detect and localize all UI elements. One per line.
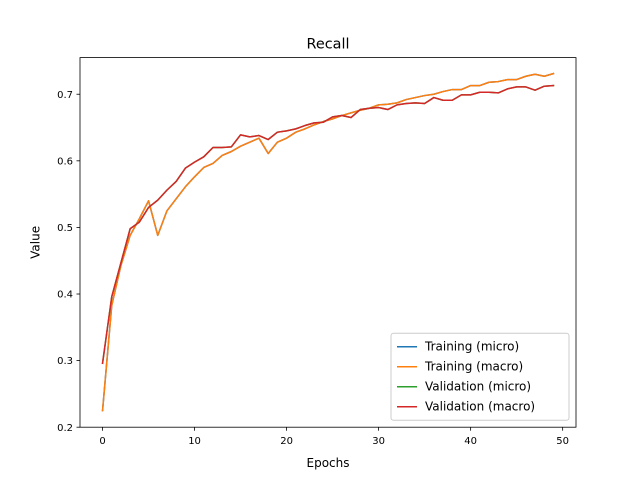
legend-label: Training (macro) xyxy=(424,360,523,374)
legend-box xyxy=(390,332,570,421)
y-tick-label: 0.5 xyxy=(57,223,73,234)
legend-label: Validation (micro) xyxy=(425,380,531,394)
y-axis-label: Value xyxy=(29,226,43,259)
x-tick-label: 30 xyxy=(372,436,385,447)
plot-lines xyxy=(101,72,555,412)
legend: Training (micro) Training (macro) Validati… xyxy=(390,332,570,421)
y-tick-label: 0.7 xyxy=(57,90,73,101)
x-tick-label: 10 xyxy=(188,436,201,447)
legend-label: Training (micro) xyxy=(424,340,519,354)
legend-label: Validation (macro) xyxy=(425,400,535,414)
x-axis: 0 10 20 30 40 50 xyxy=(99,427,569,447)
y-tick-label: 0.2 xyxy=(57,423,73,434)
axes-frame xyxy=(79,57,577,428)
y-axis: 0.2 0.3 0.4 0.5 0.6 0.7 xyxy=(57,90,80,434)
x-tick-label: 50 xyxy=(556,436,569,447)
x-tick-label: 40 xyxy=(464,436,477,447)
chart-title: Recall xyxy=(307,37,350,53)
y-tick-label: 0.6 xyxy=(57,156,73,167)
y-tick-label: 0.4 xyxy=(57,290,73,301)
x-axis-label: Epochs xyxy=(307,456,350,470)
y-tick-label: 0.3 xyxy=(57,356,73,367)
x-tick-label: 20 xyxy=(280,436,293,447)
series-line-4 xyxy=(101,84,555,365)
x-tick-label: 0 xyxy=(99,436,105,447)
